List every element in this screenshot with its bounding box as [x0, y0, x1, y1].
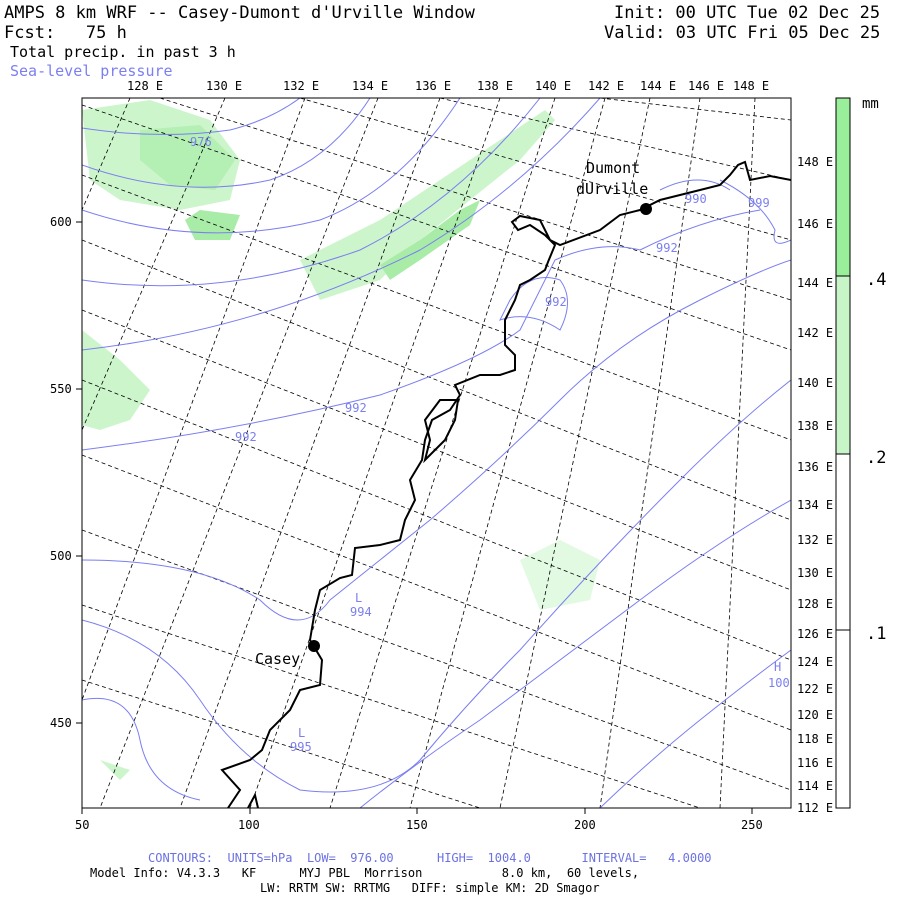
- pressure-label: 976: [190, 135, 212, 149]
- colorbar-unit: mm: [862, 96, 879, 112]
- lon-label: 114 E: [797, 779, 833, 793]
- low-pressure-marker: L: [355, 591, 362, 605]
- y-axis-labels: 600 550 500 450: [50, 215, 72, 730]
- colorbar-level: .2: [866, 448, 886, 468]
- pressure-labels: 976 992 992 992 990 992 994 995 999 100 …: [190, 135, 790, 754]
- durville-label: dUrville: [576, 180, 648, 198]
- casey-station-marker: [308, 640, 320, 652]
- lon-label: 128 E: [797, 597, 833, 611]
- valid-time: Valid: 03 UTC Fri 05 Dec 25: [604, 23, 881, 43]
- right-side-labels: 148 E 146 E 144 E 142 E 140 E 138 E 136 …: [797, 155, 833, 815]
- pressure-label: 992: [656, 241, 678, 255]
- lon-label: 142 E: [588, 79, 624, 93]
- pressure-label: 995: [290, 740, 312, 754]
- lon-label: 146 E: [688, 79, 724, 93]
- init-time: Init: 00 UTC Tue 02 Dec 25: [614, 3, 881, 23]
- precip-colorbar: mm .4 .2 .1: [835, 96, 886, 809]
- lon-label: 112 E: [797, 801, 833, 815]
- forecast-hour: Fcst: 75 h: [4, 23, 127, 43]
- x-tick-label: 200: [574, 818, 596, 832]
- pressure-label: 999: [748, 196, 770, 210]
- y-tick-label: 600: [50, 215, 72, 229]
- lon-label: 132 E: [797, 533, 833, 547]
- lon-label: 124 E: [797, 655, 833, 669]
- y-axis-ticks: [76, 221, 82, 724]
- field-precip-label: Total precip. in past 3 h: [10, 43, 236, 61]
- colorbar-segment: [836, 98, 850, 276]
- pressure-label: 992: [235, 430, 257, 444]
- lon-label: 122 E: [797, 682, 833, 696]
- lon-label: 144 E: [640, 79, 676, 93]
- isobars: [82, 98, 791, 808]
- lon-label: 146 E: [797, 217, 833, 231]
- precip-shading: [82, 100, 600, 780]
- field-slp-label: Sea-level pressure: [10, 62, 173, 80]
- lon-label: 130 E: [206, 79, 242, 93]
- x-tick-label: 50: [75, 818, 89, 832]
- lon-label: 118 E: [797, 732, 833, 746]
- y-tick-label: 450: [50, 716, 72, 730]
- pressure-label: 992: [345, 401, 367, 415]
- lon-label: 140 E: [797, 376, 833, 390]
- colorbar-segment: [836, 276, 850, 454]
- y-tick-label: 500: [50, 549, 72, 563]
- physics-info: LW: RRTM SW: RRTMG DIFF: simple KM: 2D S…: [260, 881, 600, 895]
- lon-label: 128 E: [127, 79, 163, 93]
- lon-label: 132 E: [283, 79, 319, 93]
- lon-label: 138 E: [477, 79, 513, 93]
- map-frame: [81, 97, 792, 809]
- lon-label: 148 E: [797, 155, 833, 169]
- map-title: AMPS 8 km WRF -- Casey-Dumont d'Urville …: [4, 3, 475, 23]
- high-pressure-marker: H: [774, 660, 781, 674]
- latlon-grid: [82, 98, 791, 808]
- pressure-label: 994: [350, 605, 372, 619]
- lon-label: 126 E: [797, 627, 833, 641]
- lon-label: 116 E: [797, 756, 833, 770]
- lon-label: 134 E: [352, 79, 388, 93]
- lon-label: 136 E: [415, 79, 451, 93]
- x-axis-labels: 50 100 150 200 250: [75, 818, 763, 832]
- casey-label: Casey: [255, 650, 300, 668]
- lon-label: 142 E: [797, 326, 833, 340]
- colorbar-level: .1: [866, 624, 886, 644]
- contour-info: CONTOURS: UNITS=hPa LOW= 976.00 HIGH= 10…: [148, 851, 712, 865]
- x-tick-label: 100: [238, 818, 260, 832]
- x-tick-label: 150: [406, 818, 428, 832]
- lon-label: 120 E: [797, 708, 833, 722]
- colorbar-segment: [836, 454, 850, 630]
- x-axis-ticks: [81, 808, 753, 814]
- low-pressure-marker: L: [298, 726, 305, 740]
- pressure-label: 990: [685, 192, 707, 206]
- colorbar-level: .4: [866, 270, 886, 290]
- lon-label: 130 E: [797, 566, 833, 580]
- pressure-label: 100: [768, 676, 790, 690]
- dumont-label: Dumont: [586, 159, 640, 177]
- x-tick-label: 250: [741, 818, 763, 832]
- top-longitude-labels: 128 E 130 E 132 E 134 E 136 E 138 E 140 …: [127, 79, 769, 93]
- pressure-label: 992: [545, 295, 567, 309]
- colorbar-segment: [836, 630, 850, 808]
- lon-label: 134 E: [797, 498, 833, 512]
- lon-label: 140 E: [535, 79, 571, 93]
- model-info: Model Info: V4.3.3 KF MYJ PBL Morrison 8…: [90, 866, 640, 880]
- lon-label: 148 E: [733, 79, 769, 93]
- map-plot-area: 976 992 992 992 990 992 994 995 999 100 …: [82, 98, 791, 808]
- lon-label: 138 E: [797, 419, 833, 433]
- lon-label: 144 E: [797, 276, 833, 290]
- lon-label: 136 E: [797, 460, 833, 474]
- y-tick-label: 550: [50, 382, 72, 396]
- dumont-durville-station-marker: [640, 203, 652, 215]
